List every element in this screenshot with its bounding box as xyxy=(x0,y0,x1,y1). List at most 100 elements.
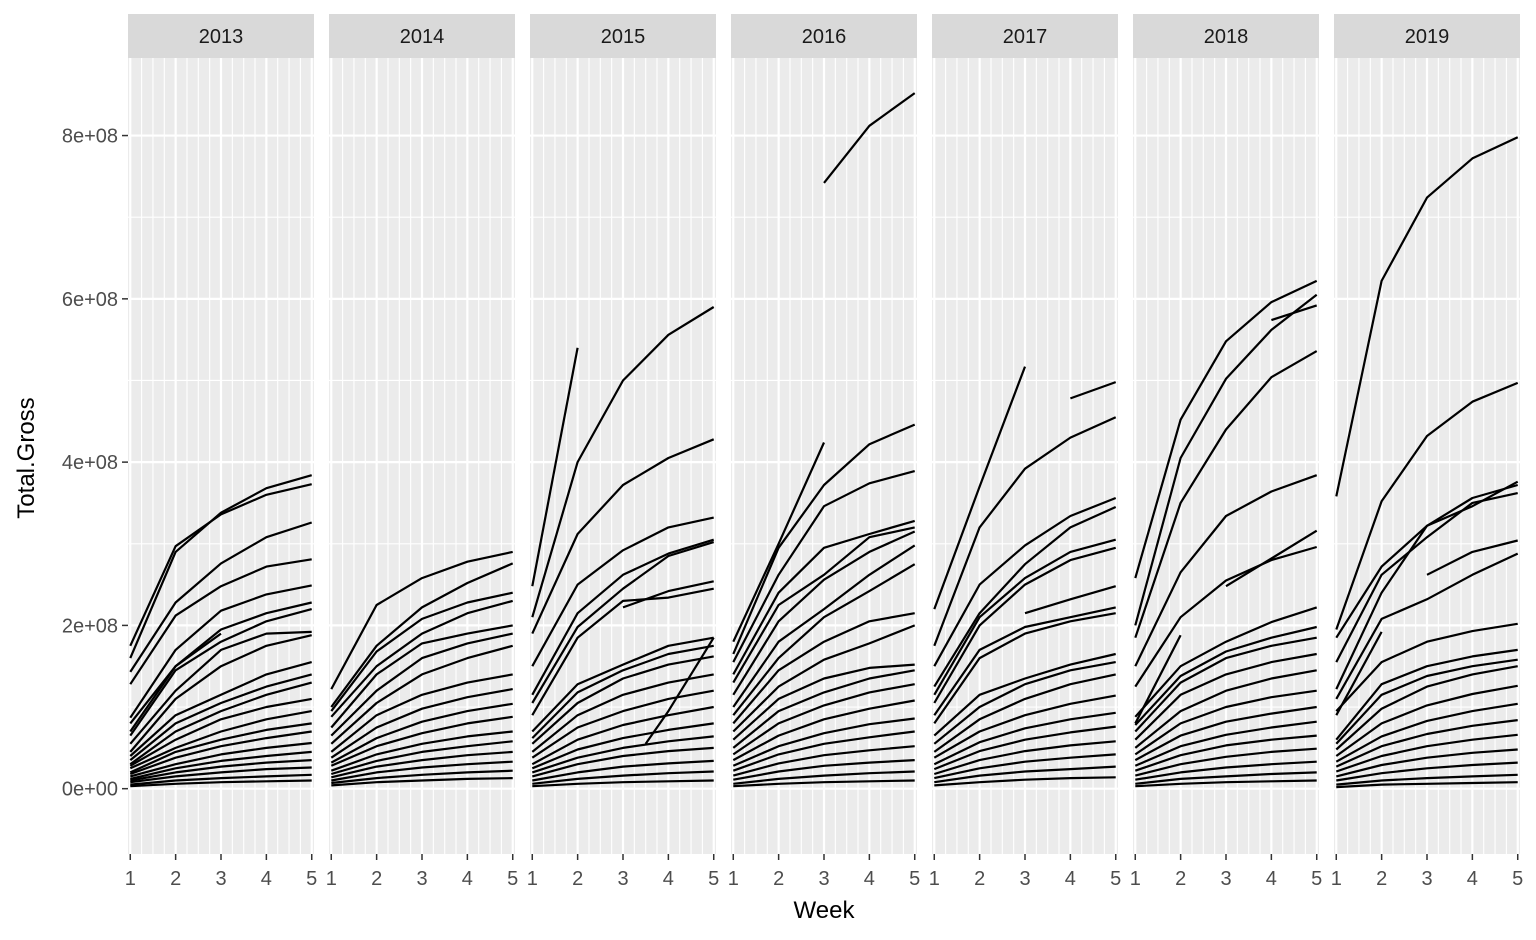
series-line xyxy=(933,661,1116,745)
x-tick-label: 3 xyxy=(215,868,226,890)
series-line xyxy=(622,580,714,609)
x-tick-label: 4 xyxy=(261,868,272,890)
series-line xyxy=(531,735,714,774)
series-line xyxy=(933,725,1116,771)
series-line xyxy=(823,92,916,184)
series-line xyxy=(531,587,714,716)
series-line xyxy=(732,519,916,675)
x-tick-label: 5 xyxy=(1512,868,1523,890)
series-line xyxy=(933,496,1117,667)
x-tick-label: 1 xyxy=(929,868,940,890)
series-line xyxy=(531,644,714,739)
x-tick-label: 2 xyxy=(1175,868,1186,890)
series-line xyxy=(732,544,916,708)
series-line xyxy=(129,632,222,733)
series-line xyxy=(129,521,313,673)
y-tick-label: 0e+00 xyxy=(62,779,118,801)
series-line xyxy=(330,673,513,753)
series-line xyxy=(531,673,714,753)
series-line xyxy=(933,366,1027,610)
series-line xyxy=(933,606,1116,716)
series-line xyxy=(933,673,1116,753)
series-line xyxy=(1134,720,1317,767)
series-line xyxy=(129,608,312,737)
facet-strip-label: 2018 xyxy=(1204,26,1249,48)
series-line xyxy=(1335,622,1518,712)
series-line xyxy=(1335,552,1519,700)
y-tick-label: 2e+08 xyxy=(62,615,118,637)
series-line xyxy=(129,474,313,659)
series-line xyxy=(331,769,513,785)
series-line xyxy=(1335,492,1518,663)
series-line xyxy=(331,777,513,787)
series-line xyxy=(1335,483,1519,690)
series-line xyxy=(330,591,513,712)
series-line xyxy=(1426,539,1518,576)
series-line xyxy=(531,516,714,667)
facet-strip xyxy=(329,14,515,58)
series-line xyxy=(330,688,513,759)
series-line xyxy=(330,715,513,767)
series-line xyxy=(531,347,579,587)
series-line xyxy=(331,760,513,782)
x-tick-label: 2 xyxy=(371,868,382,890)
series-line xyxy=(1134,474,1318,667)
series-line xyxy=(1134,636,1317,733)
series-line xyxy=(1335,719,1518,768)
series-line xyxy=(732,683,915,756)
series-line xyxy=(732,423,916,655)
series-line xyxy=(1336,748,1518,778)
series-line xyxy=(130,773,312,786)
series-line xyxy=(330,644,513,745)
series-line xyxy=(1335,733,1518,773)
series-line xyxy=(1134,545,1318,688)
series-line xyxy=(531,689,714,759)
series-line xyxy=(331,750,513,779)
series-line xyxy=(733,779,915,788)
series-line xyxy=(129,661,312,757)
series-line xyxy=(933,612,1116,725)
x-tick-label: 3 xyxy=(416,868,427,890)
facet-strip xyxy=(932,14,1118,58)
x-tick-label: 3 xyxy=(818,868,829,890)
series-line xyxy=(732,663,915,741)
x-tick-label: 4 xyxy=(462,868,473,890)
series-line xyxy=(531,705,714,766)
series-line xyxy=(1134,350,1318,639)
series-line xyxy=(1134,634,1182,724)
x-tick-label: 1 xyxy=(326,868,337,890)
series-line xyxy=(1335,665,1518,751)
x-axis-title: Week xyxy=(794,897,856,924)
series-line xyxy=(129,630,312,745)
series-line xyxy=(531,655,714,745)
series-line xyxy=(1134,689,1317,756)
series-line xyxy=(732,612,915,725)
series-line xyxy=(1134,705,1317,762)
y-axis-title: Total.Gross xyxy=(13,397,40,518)
series-line xyxy=(732,699,915,762)
series-line xyxy=(1225,529,1318,588)
series-line xyxy=(531,538,715,696)
series-line xyxy=(1336,773,1518,786)
series-line xyxy=(1336,761,1518,782)
facet-strip-label: 2016 xyxy=(802,26,847,48)
facet-strip-label: 2019 xyxy=(1405,26,1450,48)
series-line xyxy=(129,697,312,767)
series-line xyxy=(1134,625,1317,726)
series-line xyxy=(1335,381,1519,630)
series-line xyxy=(1134,669,1317,749)
series-line xyxy=(531,438,715,635)
series-line xyxy=(129,730,312,776)
facet-strip-label: 2017 xyxy=(1003,26,1048,48)
x-tick-label: 2 xyxy=(773,868,784,890)
series-line xyxy=(732,470,915,663)
series-line xyxy=(933,546,1116,704)
series-line xyxy=(531,306,715,618)
x-tick-label: 5 xyxy=(909,868,920,890)
facet-strip-label: 2015 xyxy=(601,26,646,48)
series-line xyxy=(732,730,915,772)
series-line xyxy=(531,541,715,704)
series-line xyxy=(934,753,1116,780)
y-tick-label: 6e+08 xyxy=(62,289,118,311)
